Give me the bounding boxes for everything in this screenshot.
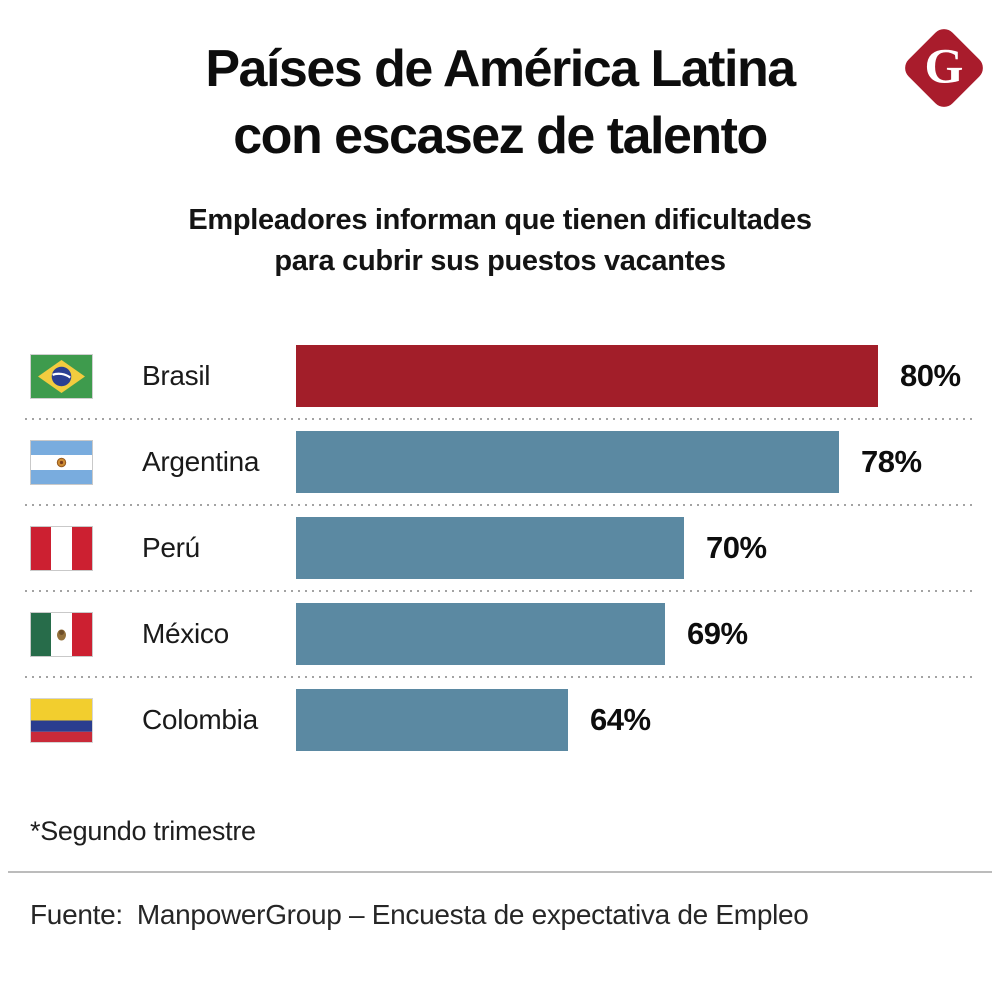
chart-row-mexico: México 69% xyxy=(25,592,975,676)
colombia-flag-icon xyxy=(30,697,93,743)
source-label: Fuente: xyxy=(30,899,123,930)
dotted-separator xyxy=(25,590,975,592)
bar-track: 70% xyxy=(296,517,975,579)
country-label: México xyxy=(142,618,229,649)
dotted-separator xyxy=(25,418,975,420)
page-title: Países de América Latina con escasez de … xyxy=(0,36,1000,170)
footnote: *Segundo trimestre xyxy=(30,816,256,846)
bar-mexico xyxy=(296,603,665,665)
value-label: 78% xyxy=(861,444,922,479)
bar-track: 69% xyxy=(296,603,975,665)
bar-peru xyxy=(296,517,684,579)
bar-track: 80% xyxy=(296,345,975,407)
subtitle-line-1: Empleadores informan que tienen dificult… xyxy=(188,204,812,236)
chart-row-colombia: Colombia 64% xyxy=(25,678,975,762)
country-label: Colombia xyxy=(142,704,258,735)
dotted-separator xyxy=(25,504,975,506)
chart-row-brasil: Brasil 80% xyxy=(25,334,975,418)
value-label: 70% xyxy=(706,530,767,565)
bar-chart: Brasil 80% Argentina 78% xyxy=(0,334,1000,762)
bar-track: 78% xyxy=(296,431,975,493)
bar-brasil xyxy=(296,345,878,407)
value-label: 80% xyxy=(900,358,961,393)
brand-logo: G xyxy=(900,24,988,112)
logo-letter-g: G xyxy=(924,37,964,94)
source-text: ManpowerGroup – Encuesta de expectativa … xyxy=(136,899,809,930)
subtitle-line-2: para cubrir sus puestos vacantes xyxy=(274,245,726,277)
dotted-separator xyxy=(25,676,975,678)
argentina-flag-icon xyxy=(30,439,93,485)
country-label: Perú xyxy=(142,532,200,563)
mexico-flag-icon xyxy=(30,611,93,657)
brazil-flag-icon xyxy=(30,353,93,399)
chart-row-argentina: Argentina 78% xyxy=(25,420,975,504)
title-line-2: con escasez de talento xyxy=(233,107,768,165)
country-label: Brasil xyxy=(142,360,211,391)
header: G Países de América Latina con escasez d… xyxy=(0,0,1000,282)
bar-track: 64% xyxy=(296,689,975,751)
title-line-1: Países de América Latina xyxy=(205,40,796,98)
bar-argentina xyxy=(296,431,839,493)
value-label: 64% xyxy=(590,702,651,737)
source-line: Fuente: ManpowerGroup – Encuesta de expec… xyxy=(0,899,1000,931)
chart-row-peru: Perú 70% xyxy=(25,506,975,590)
peru-flag-icon xyxy=(30,525,93,571)
bar-colombia xyxy=(296,689,568,751)
page-subtitle: Empleadores informan que tienen dificult… xyxy=(0,200,1000,282)
value-label: 69% xyxy=(687,616,748,651)
footer-divider xyxy=(8,871,992,873)
country-label: Argentina xyxy=(142,446,260,477)
